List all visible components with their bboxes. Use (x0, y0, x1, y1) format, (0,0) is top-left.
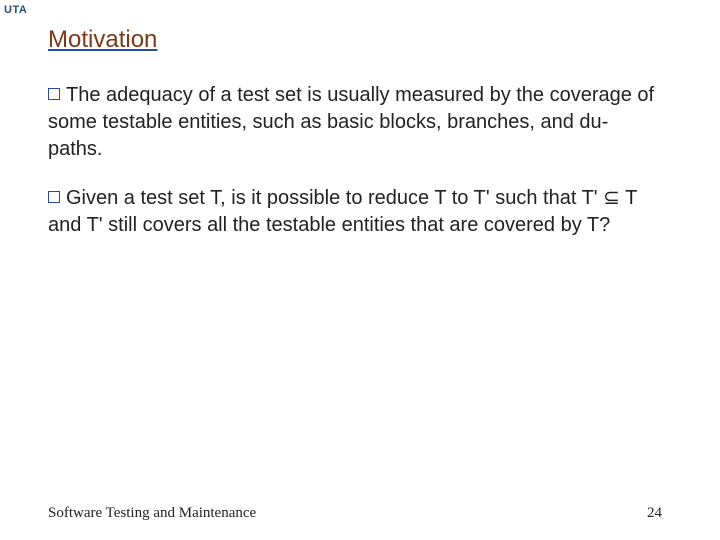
square-bullet-icon (48, 191, 60, 203)
slide-title: Motivation (48, 26, 157, 54)
bullet-item: The adequacy of a test set is usually me… (48, 82, 662, 163)
bullet-text: The adequacy of a test set is usually me… (48, 84, 654, 160)
page-number: 24 (647, 505, 662, 522)
institution-logo: UTA (4, 4, 27, 16)
bullet-text: Given a test set T, is it possible to re… (48, 187, 637, 236)
footer-title: Software Testing and Maintenance (48, 505, 256, 522)
bullet-item: Given a test set T, is it possible to re… (48, 185, 662, 239)
slide-content: The adequacy of a test set is usually me… (48, 82, 662, 261)
square-bullet-icon (48, 88, 60, 100)
